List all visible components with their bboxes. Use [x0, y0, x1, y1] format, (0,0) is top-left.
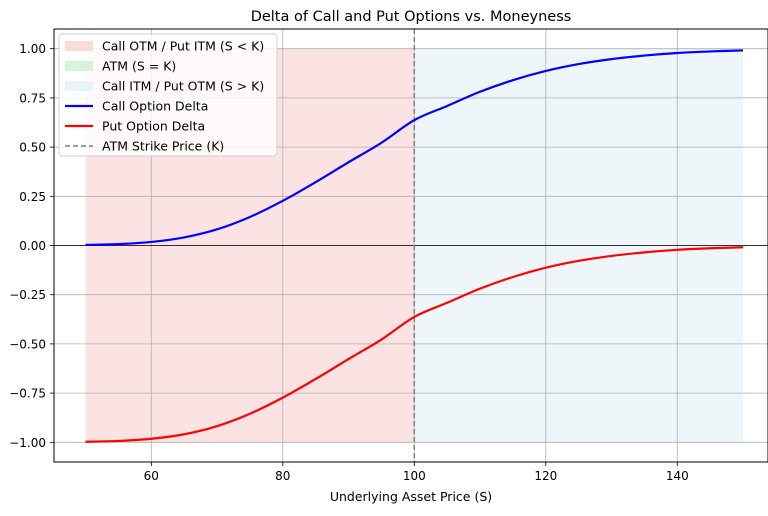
legend-swatch-atm-s-k [65, 61, 93, 71]
legend-label-call-option-delta: Call Option Delta [102, 99, 208, 114]
y-tick-label: 1.00 [19, 42, 46, 56]
y-tick-label: −0.25 [9, 288, 46, 302]
y-tick-label: 0.75 [19, 91, 46, 105]
x-tick-label: 140 [666, 469, 689, 483]
y-tick-label: 0.25 [19, 190, 46, 204]
x-tick-label: 60 [144, 469, 159, 483]
legend: Call OTM / Put ITM (S < K) ATM (S = K) Cal… [59, 34, 277, 156]
y-tick-label: 0.50 [19, 141, 46, 155]
chart-title: Delta of Call and Put Options vs. Moneyn… [251, 9, 572, 25]
y-tick-label: −0.50 [9, 337, 46, 351]
legend-label-atm-s-k: ATM (S = K) [102, 59, 176, 74]
legend-label-call-otm-put-itm-s-k: Call OTM / Put ITM (S < K) [102, 39, 264, 54]
y-tick-label: 0.00 [19, 239, 46, 253]
legend-label-atm-strike-price-k: ATM Strike Price (K) [102, 139, 224, 154]
y-tick-label: −0.75 [9, 387, 46, 401]
x-tick-label: 120 [534, 469, 557, 483]
y-tick-label: −1.00 [9, 436, 46, 450]
legend-label-call-itm-put-otm-s-k: Call ITM / Put OTM (S > K) [102, 79, 264, 94]
x-axis-label: Underlying Asset Price (S) [330, 489, 492, 504]
legend-swatch-call-itm-put-otm-s-k [65, 81, 93, 91]
x-tick-label: 80 [275, 469, 290, 483]
x-tick-label: 100 [403, 469, 426, 483]
legend-label-put-option-delta: Put Option Delta [102, 119, 205, 134]
legend-swatch-call-otm-put-itm-s-k [65, 41, 93, 51]
